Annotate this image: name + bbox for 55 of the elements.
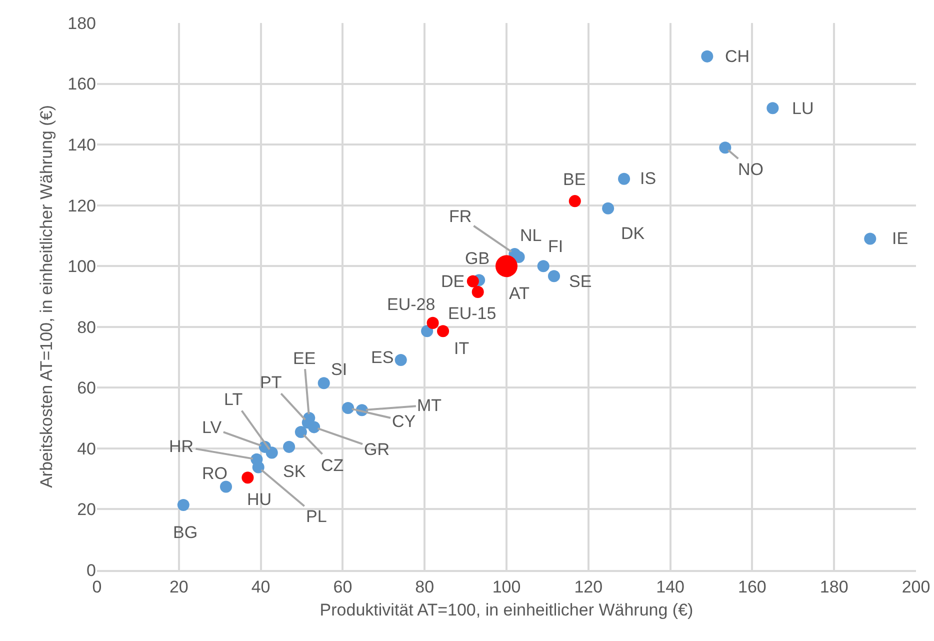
annotation: HU — [247, 490, 272, 509]
annotation: BG — [173, 523, 198, 542]
y-tick-label: 60 — [77, 378, 96, 398]
annotation: SE — [569, 272, 592, 291]
annotation: NL — [520, 226, 542, 245]
annotation: DK — [621, 224, 646, 243]
annotation: EU-15 — [448, 304, 496, 323]
y-tick-label: 0 — [86, 560, 96, 580]
annotation: NO — [738, 160, 764, 179]
annotation: IE — [892, 229, 908, 248]
annotation: LU — [792, 99, 814, 118]
x-tick-label: 100 — [492, 577, 521, 596]
x-tick-label: 80 — [415, 577, 434, 596]
x-tick-label: 140 — [656, 577, 684, 596]
annotation: PL — [306, 507, 327, 526]
annotation: SI — [331, 360, 348, 379]
annotation: DE — [441, 272, 465, 291]
annotation: EU-28 — [387, 295, 436, 314]
x-axis-title: Produktivität AT=100, in einheitlicher Währung (€) — [320, 600, 694, 620]
annotation: FI — [548, 237, 564, 256]
annotation: FR — [449, 207, 472, 226]
y-tick-label: 160 — [68, 74, 96, 94]
y-tick-label: 140 — [68, 136, 96, 155]
annotation: PT — [260, 373, 282, 392]
annotation: GB — [465, 249, 490, 268]
annotation: SK — [283, 462, 306, 481]
annotation: ES — [371, 348, 394, 367]
x-tick-label: 60 — [333, 577, 352, 596]
x-tick-label: 180 — [820, 577, 848, 596]
y-tick-label: 180 — [68, 14, 96, 33]
x-tick-label: 120 — [574, 577, 603, 596]
x-tick-label: 20 — [169, 577, 188, 596]
annotation: CH — [725, 47, 750, 66]
y-tick-label: 20 — [77, 500, 96, 520]
x-tick-label: 160 — [738, 577, 766, 596]
annotation: AT — [509, 284, 530, 303]
y-tick-label: 80 — [77, 318, 96, 337]
annotation: CZ — [321, 456, 344, 475]
annotation: IS — [640, 169, 656, 188]
y-tick-label: 100 — [68, 257, 96, 276]
annotation: GR — [364, 440, 390, 459]
annotation: MT — [417, 396, 442, 415]
y-tick-label: 120 — [68, 196, 96, 216]
annotation: IT — [454, 339, 470, 358]
x-tick-label: 40 — [251, 577, 270, 596]
y-tick-label: 40 — [77, 439, 96, 458]
y-axis-title: Arbeitskosten AT=100, in einheitlicher Währung (€) — [37, 105, 56, 488]
annotation: LT — [224, 390, 243, 409]
annotation: HR — [169, 437, 194, 456]
annotation: LV — [202, 418, 222, 437]
annotation: RO — [202, 464, 228, 483]
x-tick-label: 200 — [902, 577, 930, 596]
annotation: EE — [293, 349, 316, 368]
annotation: CY — [392, 412, 416, 431]
annotation: BE — [563, 170, 586, 189]
